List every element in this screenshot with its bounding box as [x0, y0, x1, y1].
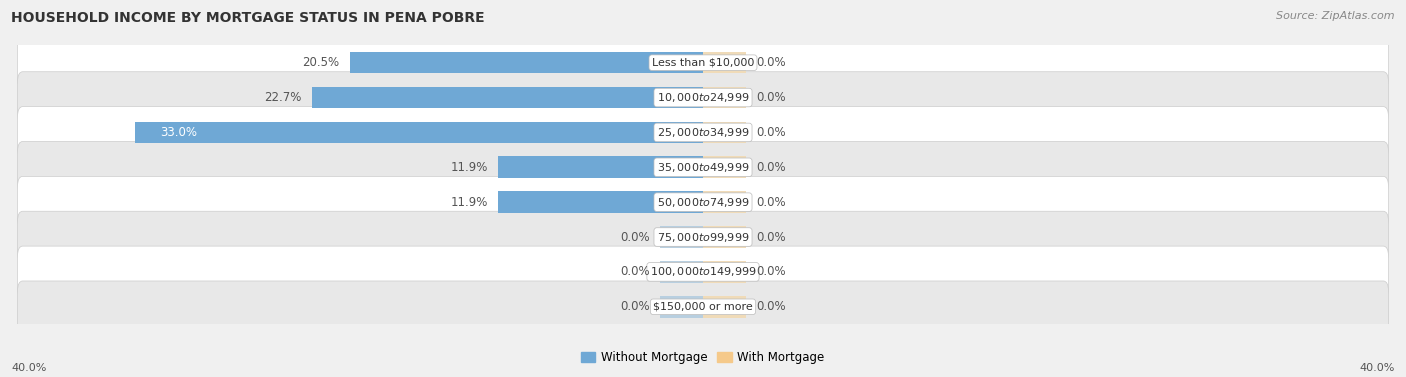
FancyBboxPatch shape [17, 211, 1389, 263]
Text: 33.0%: 33.0% [160, 126, 197, 139]
FancyBboxPatch shape [17, 281, 1389, 333]
Text: 0.0%: 0.0% [620, 231, 650, 244]
Bar [350, 52, 703, 74]
Text: 40.0%: 40.0% [1360, 363, 1395, 373]
Bar [703, 87, 747, 108]
FancyBboxPatch shape [17, 176, 1389, 228]
Text: $150,000 or more: $150,000 or more [654, 302, 752, 312]
Text: 0.0%: 0.0% [620, 265, 650, 278]
Text: 0.0%: 0.0% [756, 126, 786, 139]
Text: 11.9%: 11.9% [450, 196, 488, 208]
Text: 40.0%: 40.0% [11, 363, 46, 373]
Text: 0.0%: 0.0% [756, 265, 786, 278]
Bar [703, 192, 747, 213]
Bar [703, 226, 747, 248]
Bar [703, 52, 747, 74]
Bar [659, 261, 703, 283]
FancyBboxPatch shape [17, 141, 1389, 193]
Text: 0.0%: 0.0% [620, 300, 650, 313]
FancyBboxPatch shape [17, 107, 1389, 158]
Bar [659, 296, 703, 317]
Text: $35,000 to $49,999: $35,000 to $49,999 [657, 161, 749, 174]
Text: 0.0%: 0.0% [756, 161, 786, 174]
Bar [703, 261, 747, 283]
FancyBboxPatch shape [17, 72, 1389, 123]
Text: Less than $10,000: Less than $10,000 [652, 58, 754, 68]
Bar [312, 87, 703, 108]
Bar [135, 122, 703, 143]
Bar [498, 192, 703, 213]
Text: 0.0%: 0.0% [756, 56, 786, 69]
Legend: Without Mortgage, With Mortgage: Without Mortgage, With Mortgage [576, 346, 830, 369]
Text: 0.0%: 0.0% [756, 300, 786, 313]
Bar [659, 226, 703, 248]
Text: 0.0%: 0.0% [756, 91, 786, 104]
Text: 20.5%: 20.5% [302, 56, 340, 69]
Text: Source: ZipAtlas.com: Source: ZipAtlas.com [1277, 11, 1395, 21]
Text: $50,000 to $74,999: $50,000 to $74,999 [657, 196, 749, 208]
Text: 11.9%: 11.9% [450, 161, 488, 174]
Text: $10,000 to $24,999: $10,000 to $24,999 [657, 91, 749, 104]
FancyBboxPatch shape [17, 246, 1389, 298]
Bar [703, 156, 747, 178]
Text: $75,000 to $99,999: $75,000 to $99,999 [657, 231, 749, 244]
Text: $100,000 to $149,999: $100,000 to $149,999 [650, 265, 756, 278]
Bar [703, 122, 747, 143]
Text: 0.0%: 0.0% [756, 231, 786, 244]
Text: 22.7%: 22.7% [264, 91, 302, 104]
Text: $25,000 to $34,999: $25,000 to $34,999 [657, 126, 749, 139]
Text: 0.0%: 0.0% [756, 196, 786, 208]
Bar [498, 156, 703, 178]
FancyBboxPatch shape [17, 37, 1389, 89]
Text: HOUSEHOLD INCOME BY MORTGAGE STATUS IN PENA POBRE: HOUSEHOLD INCOME BY MORTGAGE STATUS IN P… [11, 11, 485, 25]
Bar [703, 296, 747, 317]
